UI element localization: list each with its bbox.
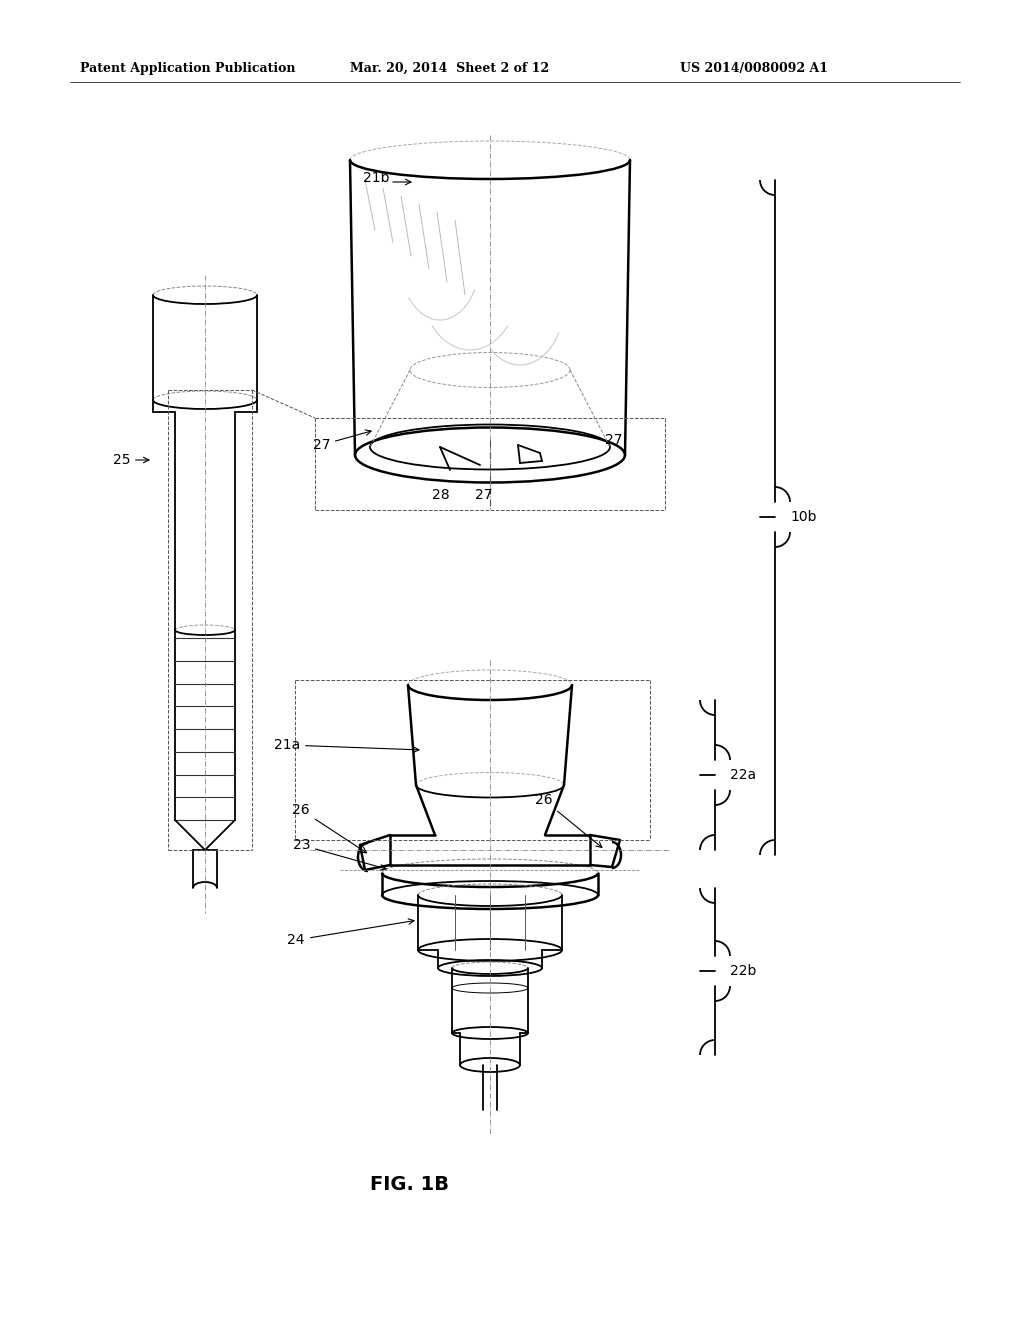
Text: 10b: 10b xyxy=(790,510,816,524)
Text: 27: 27 xyxy=(605,433,623,447)
Text: 26: 26 xyxy=(535,793,602,847)
Text: 21a: 21a xyxy=(273,738,419,752)
Text: 27: 27 xyxy=(312,430,371,451)
Text: Mar. 20, 2014  Sheet 2 of 12: Mar. 20, 2014 Sheet 2 of 12 xyxy=(350,62,549,75)
Text: 27: 27 xyxy=(475,488,493,502)
Text: 24: 24 xyxy=(288,919,414,946)
Text: 26: 26 xyxy=(293,803,367,853)
Text: 25: 25 xyxy=(113,453,148,467)
Text: US 2014/0080092 A1: US 2014/0080092 A1 xyxy=(680,62,828,75)
Text: 22a: 22a xyxy=(730,768,756,781)
Text: FIG. 1B: FIG. 1B xyxy=(370,1175,449,1195)
Text: 28: 28 xyxy=(432,488,450,502)
Text: 22b: 22b xyxy=(730,964,757,978)
Text: 23: 23 xyxy=(293,838,386,870)
Text: Patent Application Publication: Patent Application Publication xyxy=(80,62,296,75)
Text: 21b: 21b xyxy=(364,172,390,185)
